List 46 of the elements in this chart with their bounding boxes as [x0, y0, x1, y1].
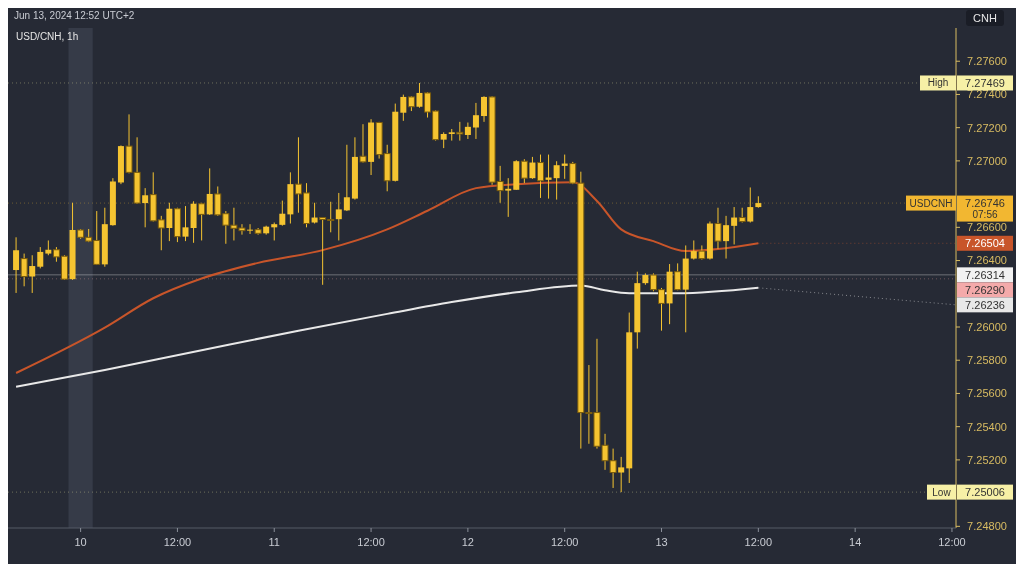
- y-tick-label: 7.25800: [967, 354, 1007, 367]
- y-tick-label: 7.24800: [967, 520, 1007, 533]
- chart-title: USD/CNH, 1h: [16, 31, 79, 42]
- x-tick-label: 12:00: [744, 536, 773, 548]
- annotation: High: [927, 77, 949, 89]
- y-tick-label: 7.26600: [967, 221, 1007, 234]
- candlestick: [400, 94, 407, 122]
- y-tick-label: 7.25400: [967, 420, 1007, 433]
- ref-line-label: 7.27469: [965, 76, 1005, 89]
- y-tick-label: 7.26400: [967, 254, 1007, 267]
- y-tick-label: 7.27400: [967, 88, 1007, 101]
- candlestick: [472, 102, 479, 140]
- x-tick-label: 12:00: [163, 536, 192, 548]
- y-tick-label: 7.27600: [967, 55, 1007, 68]
- x-tick-label: 12:00: [357, 536, 385, 548]
- x-tick-label: 11: [268, 536, 280, 548]
- x-tick-label: 14: [849, 536, 862, 548]
- ref-line-label: 7.26314: [965, 268, 1005, 281]
- y-tick-label: 7.25200: [967, 453, 1007, 466]
- text: 07:56: [972, 208, 998, 220]
- annotation: Low: [932, 486, 952, 498]
- annotation: 7.26236: [965, 298, 1005, 311]
- candlestick: [37, 246, 44, 269]
- annotation: 7.26504: [965, 237, 1005, 250]
- candlestick: [464, 122, 471, 140]
- candlestick: [335, 192, 342, 241]
- x-tick-label: 12:00: [550, 536, 579, 548]
- candlestick: [731, 206, 738, 245]
- candlestick: [536, 154, 544, 199]
- y-tick-label: 7.26000: [967, 320, 1007, 333]
- x-tick-label: 13: [655, 536, 668, 548]
- ref-line-label: 7.25006: [965, 485, 1005, 498]
- candlestick: [553, 160, 560, 201]
- y-tick-label: 7.27000: [967, 154, 1007, 167]
- x-tick-label: 12:00: [938, 536, 966, 548]
- candlestick: [343, 144, 350, 212]
- chart-subtitle: Jun 13, 2024 12:52 UTC+2: [14, 10, 135, 21]
- x-tick-label: 12: [461, 536, 475, 548]
- ref-line-label: 7.26746: [965, 196, 1005, 209]
- annotation: USDCNH: [909, 197, 953, 209]
- y-tick-label: 7.27200: [967, 121, 1007, 134]
- candlestick: [279, 200, 286, 227]
- x-tick-label: 10: [74, 536, 87, 548]
- ref-line-label: 7.26290: [965, 283, 1005, 296]
- y-axis-title: CNH: [973, 11, 997, 24]
- y-tick-label: 7.25600: [967, 387, 1007, 400]
